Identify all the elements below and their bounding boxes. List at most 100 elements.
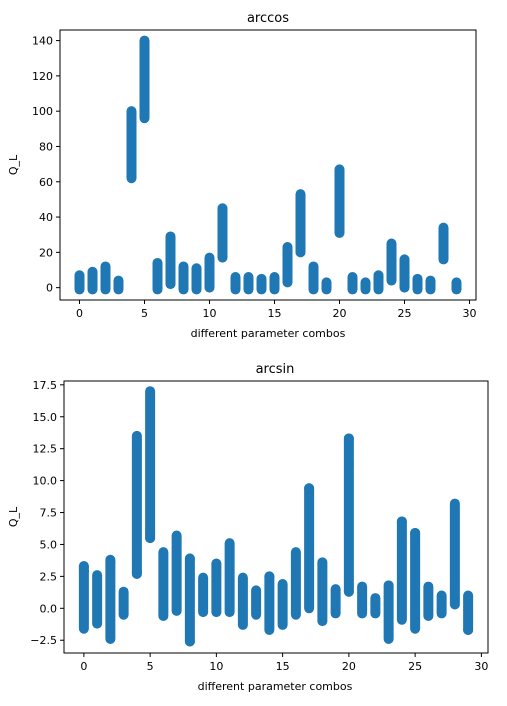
data-point-column [321,277,332,295]
data-point-column [198,572,209,618]
data-point-column [463,590,474,636]
data-point-column [277,579,288,630]
data-point-column [383,580,394,644]
x-tick-label: 10 [209,660,223,673]
x-tick-label: 0 [76,307,83,320]
data-point-column [396,516,407,625]
data-points [74,35,462,295]
data-point-column [360,277,371,295]
y-tick-label: 15.0 [33,411,58,424]
data-point-column [78,561,89,634]
y-tick-label: 20 [39,246,53,259]
data-point [463,625,474,636]
data-point-column [399,254,410,293]
data-point-column [438,222,449,265]
data-point-column [347,272,358,295]
y-tick-label: 0 [46,282,53,295]
data-point-column [425,275,436,295]
data-point-column [317,557,328,627]
data-point-column [171,530,182,616]
y-tick-label: 60 [39,176,53,189]
chart-title: arcsin [256,362,295,377]
data-point-column [204,252,215,293]
data-point [343,586,354,597]
y-tick-label: 12.5 [33,443,58,456]
data-point-column [308,261,319,295]
data-point-column [256,273,267,295]
data-point-column [211,558,222,618]
data-point-column [451,277,462,295]
axis-ticks: 0 5 10 15 20 25 30 0 20 40 60 80 100 120 140 [32,35,477,320]
data-points [78,386,474,647]
x-tick-label: 25 [408,660,422,673]
data-point-column [243,272,254,295]
data-point-column [237,572,248,630]
data-point-column [410,527,421,634]
data-point-column [113,275,124,295]
data-point-column [412,273,423,295]
data-point-column [191,263,202,295]
x-tick-label: 10 [203,307,217,320]
x-tick-label: 25 [398,307,412,320]
plot-frame [63,380,489,654]
data-point-column [373,270,384,295]
chart-title: arccos [247,11,289,26]
x-tick-label: 20 [342,660,356,673]
y-tick-label: 120 [32,70,53,83]
data-point [78,561,89,572]
x-tick-label: 5 [147,660,154,673]
y-tick-label: 5.0 [40,538,58,551]
data-point [343,433,354,444]
data-point-column [423,581,434,621]
y-tick-label: 140 [32,35,53,48]
data-point [184,636,195,647]
y-tick-label: 40 [39,211,53,224]
data-point-column [105,554,116,644]
plot-frame [59,29,477,301]
y-tick-label: 100 [32,105,53,118]
data-point-column [184,553,195,647]
data-point-column [178,261,189,295]
data-point-column [357,581,368,619]
data-point [396,516,407,527]
data-point [131,566,142,577]
data-point-column [152,257,163,295]
y-tick-label: 10.0 [33,475,58,488]
x-axis-label: different parameter combos [198,680,353,693]
data-point-column [264,571,275,636]
arccos-chart: arccos 0 5 10 15 20 25 30 0 20 40 60 80 100 120 140 di… [7,11,477,340]
data-point-column [334,164,345,238]
axis-ticks: 0 5 10 15 20 25 30 −2.5 0.0 2.5 5.0 7.5 10.0 12.5 15.0… [30,379,488,673]
x-tick-label: 0 [80,660,87,673]
data-point [264,571,275,582]
data-point-column [269,272,280,295]
y-tick-label: −2.5 [30,634,57,647]
x-tick-label: 30 [463,307,477,320]
data-point-column [158,547,169,621]
data-point-column [87,266,98,295]
data-point-column [449,498,460,610]
data-point-column [92,570,103,629]
y-axis-label: Q_L [7,506,20,527]
data-point-column [74,270,85,295]
data-point-column [343,433,354,597]
data-point [145,529,156,540]
data-point-column [436,590,447,619]
y-tick-label: 0.0 [40,602,58,615]
data-point-column [224,538,235,618]
y-tick-label: 80 [39,140,53,153]
x-tick-label: 20 [333,307,347,320]
data-point-column [251,585,262,620]
data-point-column [165,231,176,290]
data-point-column [126,106,137,184]
y-tick-label: 17.5 [33,379,58,392]
data-point-column [230,272,241,295]
data-point-column [118,586,129,620]
x-tick-label: 15 [276,660,290,673]
data-point-column [290,547,301,620]
data-point [105,557,116,568]
data-point-column [131,430,142,579]
data-point [184,553,195,564]
y-tick-label: 7.5 [40,507,58,520]
